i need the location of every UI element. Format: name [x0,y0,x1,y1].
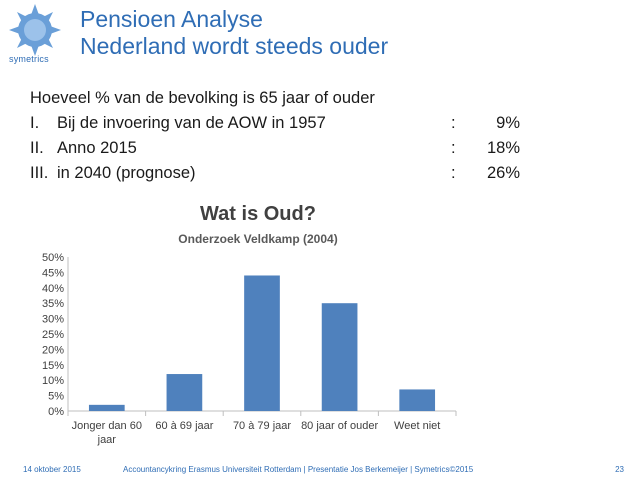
page-number: 23 [615,465,624,474]
title-line-2: Nederland wordt steeds ouder [80,33,389,59]
y-tick-label: 45% [42,267,64,279]
page-title: Pensioen Analyse Nederland wordt steeds … [80,6,388,60]
list-item: III. in 2040 (prognose) : 26% [30,161,520,186]
y-tick-label: 50% [42,252,64,264]
y-tick-label: 0% [48,406,64,418]
y-tick-label: 30% [42,314,64,326]
list-item: I. Bij de invoering van de AOW in 1957 :… [30,111,520,136]
chart-title: Wat is Oud? [200,203,316,225]
x-tick-label: Jonger dan 60 jaar [72,420,142,446]
bar [399,389,436,411]
item-text: Anno 2015 [57,139,137,157]
item-value: 18% [486,139,520,157]
y-tick-label: 15% [42,360,64,372]
item-value: 26% [486,164,520,182]
bar [244,275,280,411]
item-text: in 2040 (prognose) [57,164,196,182]
x-tick-label: 80 jaar of ouder [301,420,378,432]
chart-subtitle: Onderzoek Veldkamp (2004) [178,232,337,246]
footer: 14 oktober 2015 Accountancykring Erasmus… [0,462,638,479]
list-intro: Hoeveel % van de bevolking is 65 jaar of… [30,89,375,107]
x-tick-label: 70 à 79 jaar [233,420,291,432]
bar-chart: Wat is Oud? Onderzoek Veldkamp (2004) 0%… [42,203,457,446]
footer-date: 14 oktober 2015 [23,465,81,474]
item-value: 9% [496,114,520,132]
item-number: I. [30,114,40,132]
item-number: II. [30,139,44,157]
item-number: III. [30,164,49,182]
x-tick-label: 60 à 69 jaar [155,420,213,432]
y-tick-label: 40% [42,283,64,295]
list-item: II. Anno 2015 : 18% [30,136,520,161]
item-colon: : [451,114,456,132]
statistics-list: Hoeveel % van de bevolking is 65 jaar of… [30,86,520,186]
symetrics-logo-icon [9,4,61,56]
bar [88,404,125,411]
item-colon: : [451,164,456,182]
y-tick-label: 35% [42,298,64,310]
logo-text: symetrics [9,54,49,64]
item-colon: : [451,139,456,157]
footer-credits: Accountancykring Erasmus Universiteit Ro… [123,465,474,474]
bar [166,374,203,411]
title-line-1: Pensioen Analyse [80,6,263,32]
bar [321,303,358,411]
item-text: Bij de invoering van de AOW in 1957 [57,114,326,132]
y-tick-label: 5% [48,391,64,403]
x-tick-label: Weet niet [394,420,440,432]
y-tick-label: 25% [42,329,64,341]
y-tick-label: 20% [42,344,64,356]
y-tick-label: 10% [42,375,64,387]
